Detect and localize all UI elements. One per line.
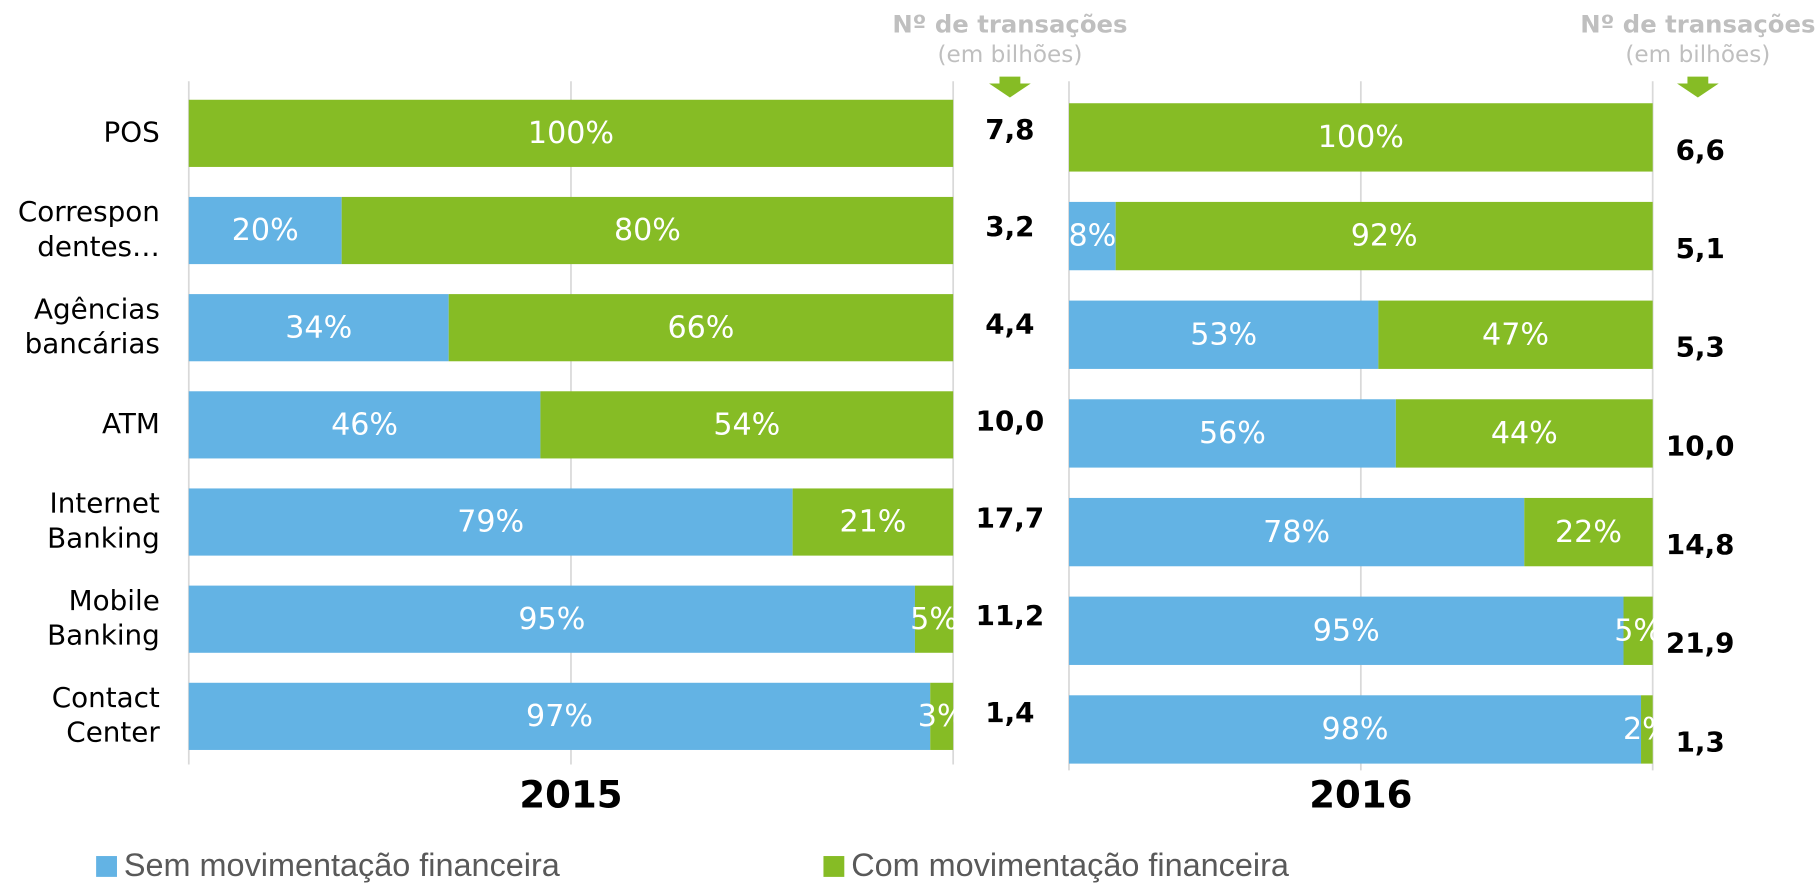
bar-segment [1623, 596, 1653, 665]
category-label: POS [104, 115, 160, 148]
bar-segment [1115, 201, 1653, 271]
transactions-label: 5,3 [1676, 331, 1725, 364]
transactions-label: 7,8 [985, 113, 1034, 146]
value-label: 78% [1263, 515, 1330, 550]
value-label: 22% [1555, 515, 1622, 550]
bar-segment [341, 196, 954, 265]
transactions-label: 11,2 [976, 599, 1045, 632]
transactions-label: 21,9 [1666, 627, 1735, 660]
category-label: ATM [102, 407, 160, 440]
header: Nº de transações [1580, 10, 1815, 39]
value-label: 100% [528, 116, 614, 151]
subheader: (em bilhões) [937, 42, 1082, 68]
bar-segment [1068, 201, 1116, 271]
bar-segment [1068, 596, 1624, 665]
transactions-label: 3,2 [985, 210, 1034, 243]
legend-label: Sem movimentação financeira [124, 847, 561, 883]
legend-label: Com movimentação financeira [851, 847, 1290, 883]
value-label: 53% [1190, 317, 1257, 352]
year-title: 2016 [1309, 773, 1412, 816]
bar-segment [188, 682, 931, 750]
value-label: 56% [1199, 416, 1266, 451]
value-label: 79% [457, 505, 524, 540]
value-label: 95% [1313, 613, 1380, 648]
value-label: 80% [614, 213, 681, 248]
value-label: 66% [667, 310, 734, 345]
transactions-label: 14,8 [1666, 528, 1735, 561]
bar-segment [1068, 695, 1642, 764]
transactions-label: 1,3 [1676, 725, 1725, 758]
bar-segment [188, 196, 342, 265]
bar-segment [914, 585, 954, 653]
legend-swatch [96, 856, 117, 877]
value-label: 47% [1482, 317, 1549, 352]
bar-segment [448, 294, 954, 362]
value-label: 20% [232, 213, 299, 248]
value-label: 54% [713, 408, 780, 443]
value-label: 98% [1322, 712, 1389, 747]
bar-segment [792, 488, 954, 556]
bar-segment [1378, 300, 1653, 369]
bar-segment [1068, 300, 1379, 369]
value-label: 3% [918, 699, 966, 734]
bar-segment [1641, 695, 1653, 764]
transactions-label: 17,7 [976, 502, 1045, 535]
category-label: Mobile Banking [47, 584, 160, 652]
bar-segment [188, 294, 449, 362]
arrow-icon [1677, 76, 1719, 98]
legend-swatch [823, 856, 845, 877]
value-label: 100% [1318, 120, 1404, 155]
bar-segment [188, 99, 954, 167]
category-label: Contact Center [52, 681, 161, 749]
value-label: 97% [526, 699, 593, 734]
value-label: 34% [285, 310, 352, 345]
category-label: Agências bancárias [25, 292, 160, 360]
value-label: 5% [1614, 613, 1662, 648]
transactions-label: 1,4 [985, 696, 1034, 729]
bar-segment [1395, 399, 1653, 468]
subheader: (em bilhões) [1625, 42, 1770, 68]
value-label: 2% [1623, 712, 1671, 747]
category-label: Correspon dentes… [18, 195, 160, 263]
value-label: 8% [1068, 219, 1116, 254]
value-label: 44% [1491, 416, 1558, 451]
bar-segment [188, 488, 793, 556]
transactions-label: 10,0 [976, 405, 1045, 438]
year-title: 2015 [519, 773, 622, 816]
transactions-label: 6,6 [1676, 133, 1725, 166]
bar-segment [930, 682, 954, 750]
value-label: 92% [1351, 219, 1418, 254]
category-label: Internet Banking [47, 487, 160, 555]
transactions-label: 4,4 [985, 307, 1034, 340]
transactions-label: 5,1 [1676, 232, 1725, 265]
bar-segment [1068, 103, 1653, 172]
value-label: 5% [910, 602, 958, 637]
value-label: 21% [839, 505, 906, 540]
arrow-icon [989, 76, 1031, 98]
bar-segment [1068, 399, 1396, 468]
transactions-label: 10,0 [1666, 429, 1735, 462]
bar-segment [188, 585, 915, 653]
bar-segment [540, 391, 954, 459]
value-label: 46% [331, 408, 398, 443]
bar-segment [1524, 497, 1653, 567]
bar-segment [1068, 497, 1525, 567]
value-label: 95% [518, 602, 585, 637]
header: Nº de transações [892, 10, 1127, 39]
bar-segment [188, 391, 541, 459]
